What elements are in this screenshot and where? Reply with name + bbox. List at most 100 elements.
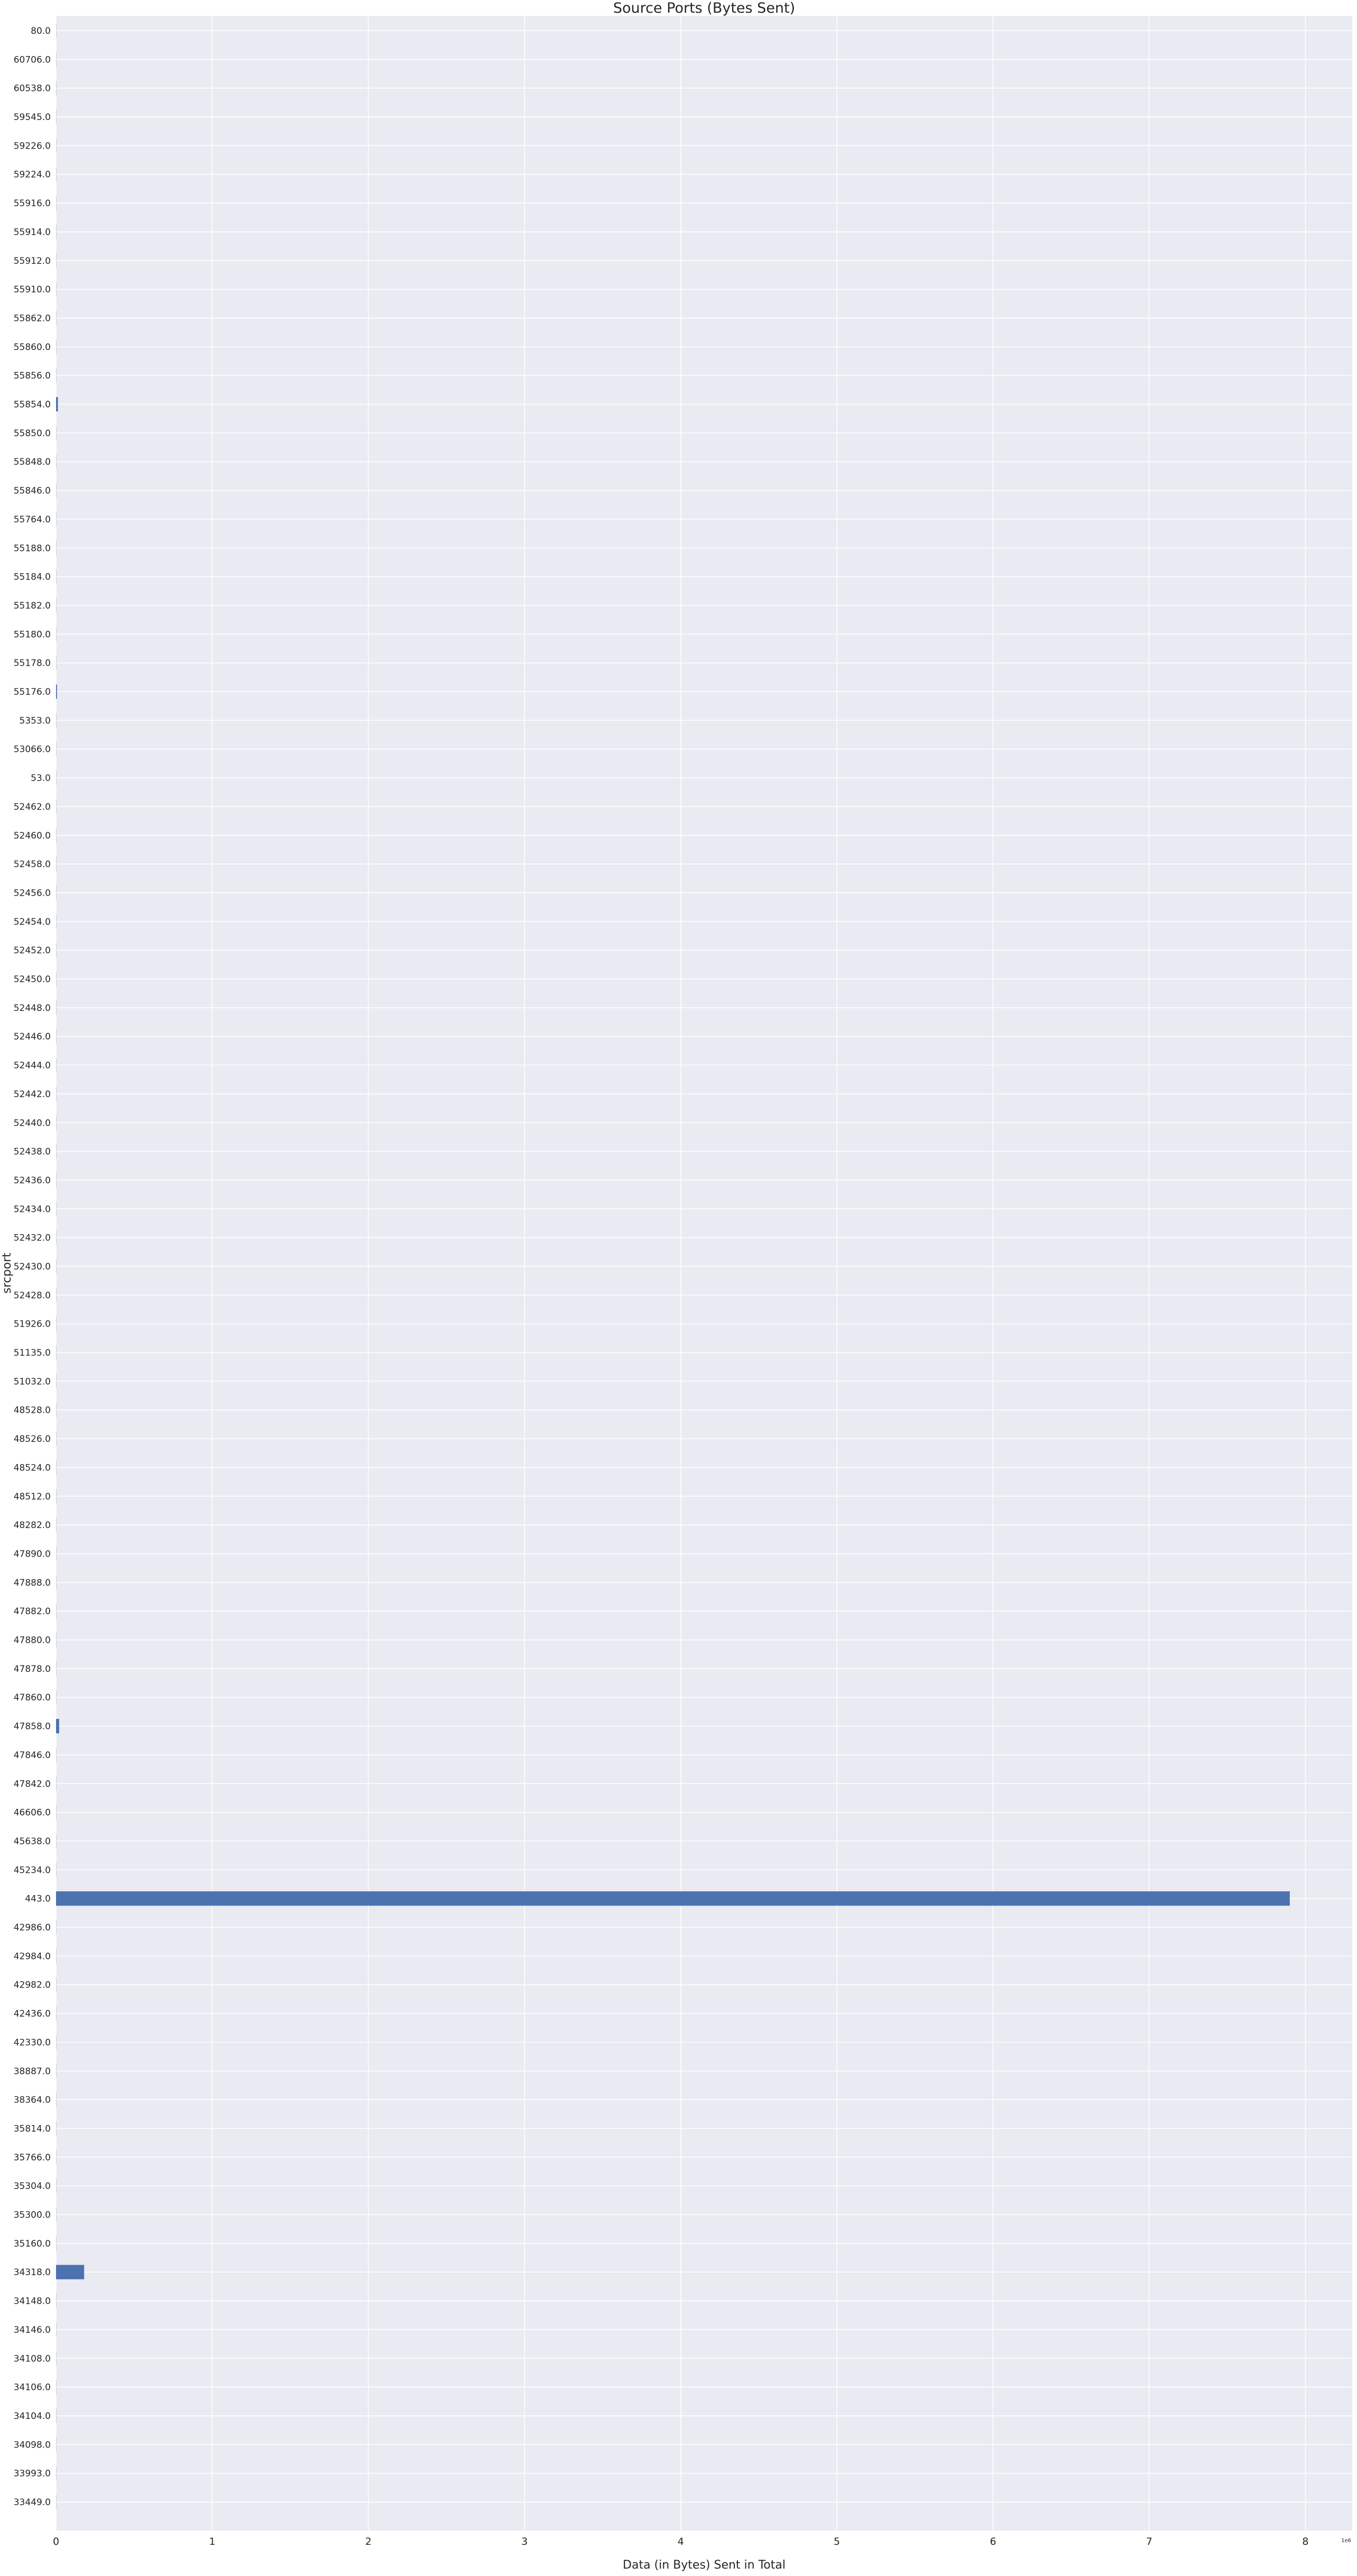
y-tick-label: 33993.0 <box>14 2469 51 2479</box>
y-tick-label: 55178.0 <box>14 658 51 669</box>
y-tick-label: 35304.0 <box>14 2181 51 2192</box>
x-gridlines <box>56 16 1306 2531</box>
y-tick-label: 47888.0 <box>14 1578 51 1588</box>
y-tick-label: 52458.0 <box>14 859 51 870</box>
y-tick-label: 47880.0 <box>14 1635 51 1646</box>
y-tick-label: 34146.0 <box>14 2325 51 2335</box>
y-tick-label: 52456.0 <box>14 888 51 898</box>
y-tick-label: 55860.0 <box>14 342 51 353</box>
bar <box>56 1718 59 1734</box>
x-tick-label: 4 <box>678 2536 684 2547</box>
y-tick-label: 52450.0 <box>14 974 51 985</box>
y-tick-label: 48528.0 <box>14 1405 51 1416</box>
y-tick-label: 47858.0 <box>14 1722 51 1732</box>
y-tick-label: 5353.0 <box>20 715 51 726</box>
x-tick-label: 7 <box>1146 2536 1152 2547</box>
y-tick-label: 35766.0 <box>14 2152 51 2163</box>
y-tick-label: 55912.0 <box>14 256 51 266</box>
y-tick-label: 45234.0 <box>14 1865 51 1875</box>
x-tick-label: 3 <box>521 2536 528 2547</box>
y-tick-label: 53.0 <box>31 773 51 784</box>
y-tick-label: 52434.0 <box>14 1204 51 1215</box>
y-tick-label: 59224.0 <box>14 170 51 180</box>
y-tick-label: 45638.0 <box>14 1836 51 1847</box>
y-tick-label: 51135.0 <box>14 1348 51 1358</box>
y-tick-label: 55850.0 <box>14 428 51 439</box>
y-tick-label: 34108.0 <box>14 2353 51 2364</box>
y-tick-label: 34318.0 <box>14 2267 51 2278</box>
y-tick-label: 35814.0 <box>14 2123 51 2134</box>
y-tick-label: 55180.0 <box>14 629 51 640</box>
y-tick-label: 52460.0 <box>14 831 51 841</box>
y-tick-label: 48282.0 <box>14 1520 51 1531</box>
y-tick-label: 55848.0 <box>14 457 51 467</box>
y-tick-label: 55916.0 <box>14 198 51 209</box>
y-tick-label: 55910.0 <box>14 284 51 295</box>
y-tick-label: 38887.0 <box>14 2066 51 2077</box>
y-tick-label: 55188.0 <box>14 543 51 554</box>
y-tick-label: 52446.0 <box>14 1032 51 1042</box>
y-tick-label: 55854.0 <box>14 400 51 410</box>
y-axis-label: srcport <box>1 1253 14 1294</box>
y-tick-label: 47878.0 <box>14 1664 51 1675</box>
y-tick-labels: 80.0 60706.0 60538.0 59545.0 59226.0 59224.0 5… <box>14 26 51 2508</box>
x-axis-label: Data (in Bytes) Sent in Total <box>623 2559 786 2572</box>
y-tick-label: 53066.0 <box>14 744 51 755</box>
y-tick-label: 35160.0 <box>14 2239 51 2249</box>
y-tick-label: 47890.0 <box>14 1549 51 1559</box>
x-tick-label: 5 <box>834 2536 840 2547</box>
y-tick-label: 55764.0 <box>14 514 51 525</box>
y-tick-label: 47860.0 <box>14 1692 51 1703</box>
y-tick-label: 48524.0 <box>14 1462 51 1473</box>
y-tick-label: 59226.0 <box>14 141 51 151</box>
x-offset-label: 1e6 <box>1341 2538 1351 2544</box>
y-tick-label: 55846.0 <box>14 486 51 496</box>
y-tick-label: 52454.0 <box>14 917 51 927</box>
y-tick-label: 34148.0 <box>14 2296 51 2307</box>
y-tick-label: 33449.0 <box>14 2497 51 2508</box>
bar <box>56 2265 85 2279</box>
y-tick-label: 443.0 <box>25 1894 51 1905</box>
y-tick-label: 52428.0 <box>14 1290 51 1301</box>
y-tick-label: 52452.0 <box>14 945 51 956</box>
y-tick-label: 55182.0 <box>14 601 51 611</box>
y-tick-label: 47882.0 <box>14 1606 51 1617</box>
chart-title: Source Ports (Bytes Sent) <box>613 0 795 16</box>
bar <box>56 1891 1290 1906</box>
plot-background <box>56 16 1352 2531</box>
y-tick-label: 34098.0 <box>14 2440 51 2450</box>
y-tick-label: 42982.0 <box>14 1980 51 1991</box>
y-tick-label: 35300.0 <box>14 2210 51 2221</box>
y-tick-label: 47842.0 <box>14 1779 51 1789</box>
bars <box>56 23 1290 2509</box>
y-tick-label: 60706.0 <box>14 54 51 65</box>
y-tick-label: 52444.0 <box>14 1061 51 1071</box>
y-tick-label: 51032.0 <box>14 1376 51 1387</box>
y-tick-label: 52430.0 <box>14 1262 51 1272</box>
y-tick-label: 38364.0 <box>14 2095 51 2105</box>
y-tick-label: 42436.0 <box>14 2009 51 2019</box>
y-tick-label: 55862.0 <box>14 313 51 324</box>
x-tick-label: 6 <box>990 2536 996 2547</box>
y-tick-label: 52442.0 <box>14 1089 51 1100</box>
y-tick-label: 42984.0 <box>14 1951 51 1962</box>
x-tick-label: 1 <box>209 2536 215 2547</box>
y-tick-label: 59545.0 <box>14 112 51 123</box>
x-tick-label: 0 <box>53 2536 59 2547</box>
bar <box>56 397 58 412</box>
y-tick-label: 34106.0 <box>14 2382 51 2393</box>
y-tick-label: 80.0 <box>31 26 51 36</box>
y-tick-label: 42986.0 <box>14 1922 51 1933</box>
y-tick-label: 48526.0 <box>14 1434 51 1445</box>
x-tick-label: 8 <box>1302 2536 1308 2547</box>
y-tick-label: 48512.0 <box>14 1492 51 1502</box>
y-tick-label: 52432.0 <box>14 1233 51 1244</box>
x-tick-labels: 0 1 2 3 4 5 6 7 8 <box>53 2536 1308 2547</box>
y-tick-label: 51926.0 <box>14 1319 51 1330</box>
y-tick-label: 34104.0 <box>14 2411 51 2422</box>
y-tick-label: 55176.0 <box>14 687 51 697</box>
y-tick-label: 52462.0 <box>14 802 51 812</box>
y-tick-label: 52438.0 <box>14 1147 51 1157</box>
y-tick-label: 47846.0 <box>14 1750 51 1761</box>
